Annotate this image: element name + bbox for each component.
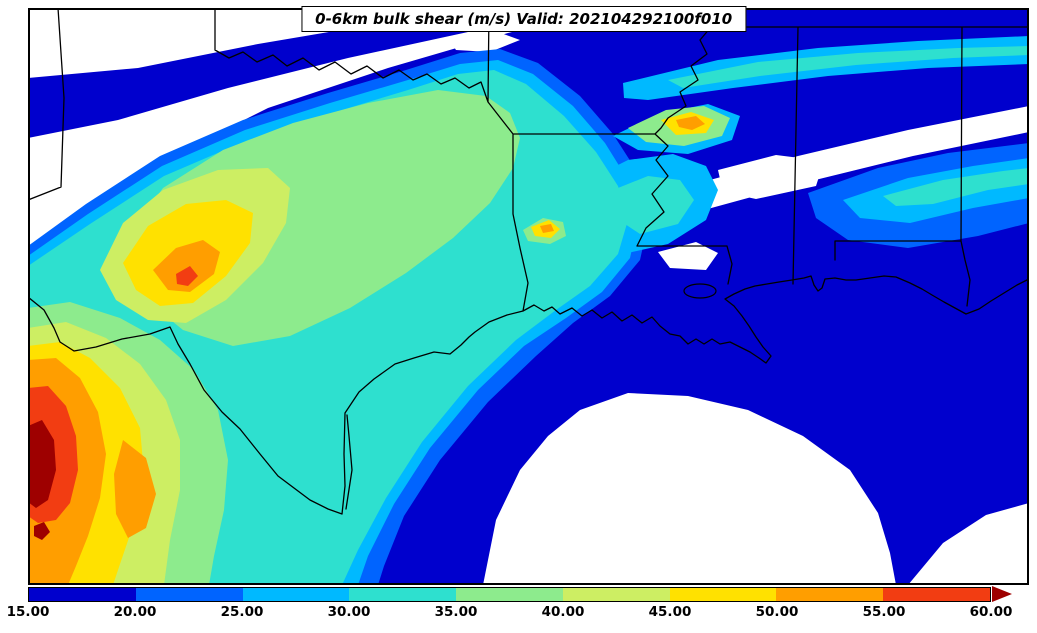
colorbar-tick-label: 55.00 bbox=[862, 604, 906, 620]
colorbar-segment bbox=[29, 588, 136, 601]
colorbar-segment bbox=[242, 588, 350, 601]
colorbar-segment bbox=[456, 588, 563, 601]
colorbar-segment bbox=[883, 588, 991, 601]
colorbar-tick-label: 50.00 bbox=[755, 604, 799, 620]
contour-band-60-plus bbox=[28, 420, 56, 540]
contour-band-55-60 bbox=[28, 266, 198, 523]
colorbar-tick-labels: 15.00 20.00 25.00 30.00 35.00 40.00 45.00 50.00… bbox=[0, 604, 1037, 626]
colorbar-tick-label: 15.00 bbox=[6, 604, 50, 620]
colorbar-tick-label: 35.00 bbox=[434, 604, 478, 620]
colorbar-tick-label: 20.00 bbox=[113, 604, 157, 620]
colorbar-tick-label: 45.00 bbox=[648, 604, 692, 620]
colorbar bbox=[28, 587, 991, 602]
shear-map bbox=[28, 8, 1029, 585]
colorbar-tick-label: 60.00 bbox=[969, 604, 1013, 620]
colorbar-tick-label: 25.00 bbox=[220, 604, 264, 620]
map-title: 0-6km bulk shear (m/s) Valid: 2021042921… bbox=[301, 6, 747, 32]
colorbar-tick-label: 40.00 bbox=[541, 604, 585, 620]
state-border-lines bbox=[28, 8, 1029, 515]
colorbar-tick-label: 30.00 bbox=[327, 604, 371, 620]
colorbar-over-arrow bbox=[992, 586, 1012, 602]
contour-band-15-20-stripe bbox=[28, 8, 588, 138]
colorbar-segment bbox=[776, 588, 884, 601]
lake-pontchartrain-outline bbox=[683, 283, 717, 299]
colorbar-segment bbox=[349, 588, 457, 601]
colorbar-segment bbox=[669, 588, 777, 601]
colorbar-segment bbox=[562, 588, 670, 601]
colorbar-segment bbox=[135, 588, 243, 601]
map-area bbox=[28, 8, 1029, 585]
contour-below-min-regions bbox=[28, 8, 1029, 585]
